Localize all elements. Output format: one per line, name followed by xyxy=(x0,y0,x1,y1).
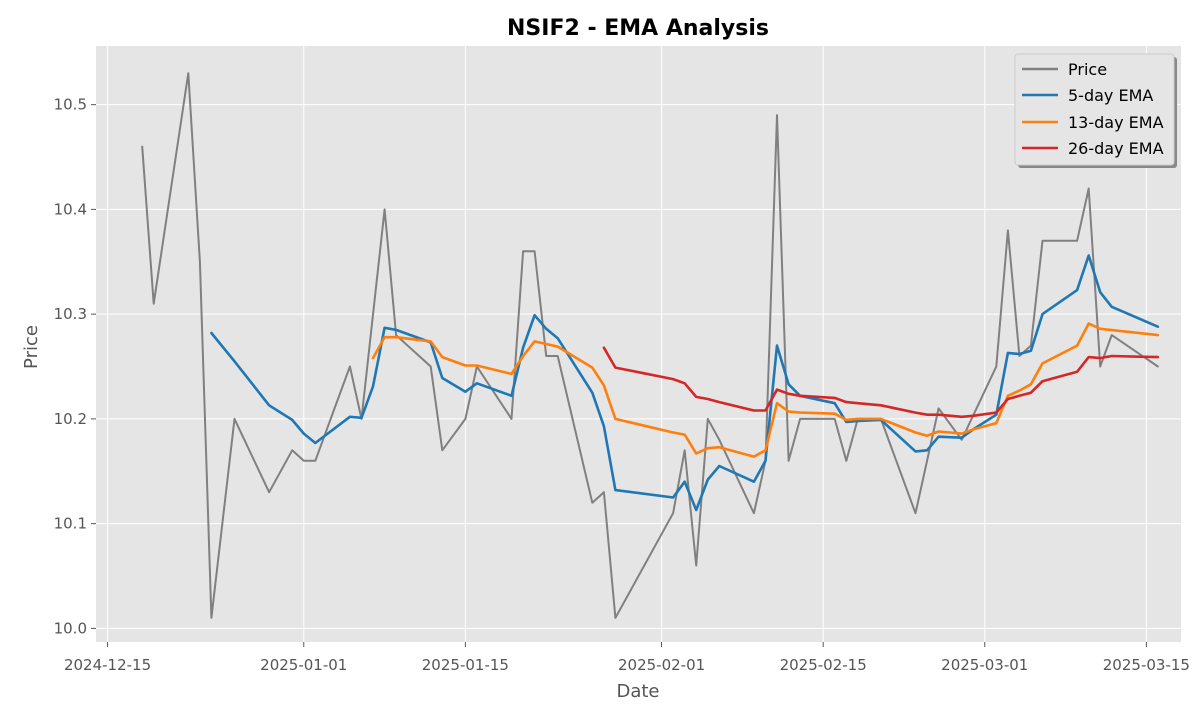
x-tick-label: 2025-01-15 xyxy=(422,656,509,674)
y-tick-label: 10.4 xyxy=(54,200,87,218)
x-axis-label: Date xyxy=(616,681,659,702)
y-tick-label: 10.0 xyxy=(54,619,87,637)
ema-26-day-line xyxy=(602,346,1160,419)
legend: Price 5-day EMA 13-day EMA 26-day EMA xyxy=(1014,53,1177,168)
grid-lines xyxy=(96,46,1181,642)
x-tick-label: 2025-02-15 xyxy=(780,656,867,674)
ema-13-day-line xyxy=(371,322,1160,458)
legend-label-26-day-ema: 26-day EMA xyxy=(1068,139,1164,158)
series-lines xyxy=(141,72,1160,619)
x-tick-label: 2025-03-01 xyxy=(941,656,1028,674)
legend-frame xyxy=(1014,53,1175,166)
plot-area xyxy=(96,46,1181,642)
x-tick-label: 2025-03-15 xyxy=(1103,656,1190,674)
ema-5-day-line xyxy=(210,254,1160,512)
y-axis-ticks: 10.0 10.1 10.2 10.3 10.4 10.5 xyxy=(54,96,96,637)
legend-label-price: Price xyxy=(1068,60,1107,79)
y-tick-label: 10.1 xyxy=(54,515,87,533)
x-tick-label: 2024-12-15 xyxy=(64,656,151,674)
legend-label-13-day-ema: 13-day EMA xyxy=(1068,113,1164,132)
y-tick-label: 10.2 xyxy=(54,410,87,428)
x-axis-ticks: 2024-12-15 2025-01-01 2025-01-15 2025-02-01… xyxy=(64,642,1190,674)
legend-label-5-day-ema: 5-day EMA xyxy=(1068,86,1153,105)
x-tick-label: 2025-01-01 xyxy=(260,656,347,674)
y-tick-label: 10.5 xyxy=(54,96,87,114)
x-tick-label: 2025-02-01 xyxy=(618,656,705,674)
price-line xyxy=(141,72,1159,619)
chart-title: NSIF2 - EMA Analysis xyxy=(507,16,769,41)
y-tick-label: 10.3 xyxy=(54,305,87,323)
y-axis-label: Price xyxy=(21,325,42,369)
